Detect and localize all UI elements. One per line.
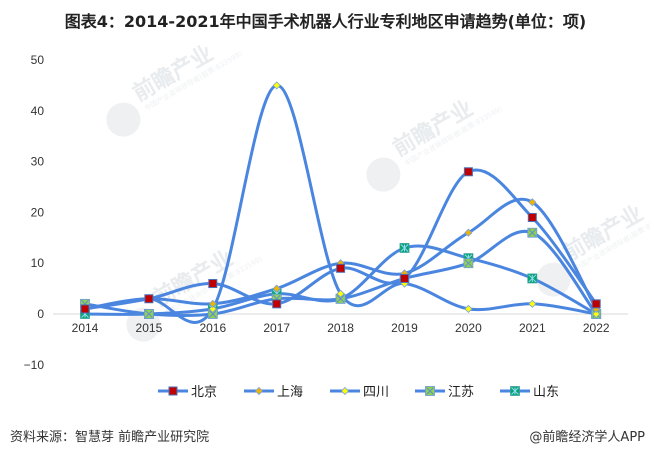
x-tick-label: 2021 (519, 321, 546, 335)
legend: 北京 上海 四川 江苏 山东 (158, 384, 559, 400)
source-note: 资料来源：智慧芽 前瞻产业研究院 (10, 430, 210, 445)
x-tick-label: 2019 (391, 321, 418, 335)
credit-note: @前瞻经济学人APP (529, 430, 645, 445)
series-line (83, 83, 598, 324)
legend-label: 山东 (533, 385, 559, 400)
legend-item[interactable]: 四川 (330, 385, 389, 400)
legend-label: 上海 (277, 385, 303, 400)
x-tick-label: 2017 (263, 321, 290, 335)
series-markers (80, 81, 602, 319)
legend-item[interactable]: 北京 (158, 385, 217, 400)
chart-title: 图表4：2014-2021年中国手术机器人行业专利地区申请趋势(单位：项) (64, 12, 587, 31)
x-tick-label: 2015 (136, 321, 163, 335)
series-line (83, 168, 598, 311)
legend-label: 北京 (191, 385, 217, 400)
y-tick-label: 50 (31, 53, 45, 67)
y-tick-label: 20 (31, 205, 45, 219)
legend-item[interactable]: 上海 (244, 385, 303, 400)
x-tick-label: 2020 (455, 321, 482, 335)
legend-label: 江苏 (448, 384, 474, 400)
y-axis: −10 0 10 20 30 40 50 (24, 53, 45, 372)
x-tick-label: 2016 (199, 321, 226, 335)
series-markers-group (80, 167, 601, 314)
legend-label: 四川 (363, 385, 389, 400)
series-markers-group (80, 227, 602, 319)
legend-item[interactable]: 江苏 (415, 384, 474, 400)
y-tick-label: 30 (31, 155, 45, 169)
y-tick-label: 40 (31, 104, 45, 118)
x-tick-label: 2018 (327, 321, 354, 335)
legend-item[interactable]: 山东 (500, 385, 559, 400)
x-tick-label: 2014 (72, 321, 99, 335)
x-tick-label: 2022 (583, 321, 610, 335)
y-tick-label: 10 (31, 256, 45, 270)
y-tick-label: 0 (37, 307, 44, 321)
y-tick-label: −10 (24, 358, 45, 372)
